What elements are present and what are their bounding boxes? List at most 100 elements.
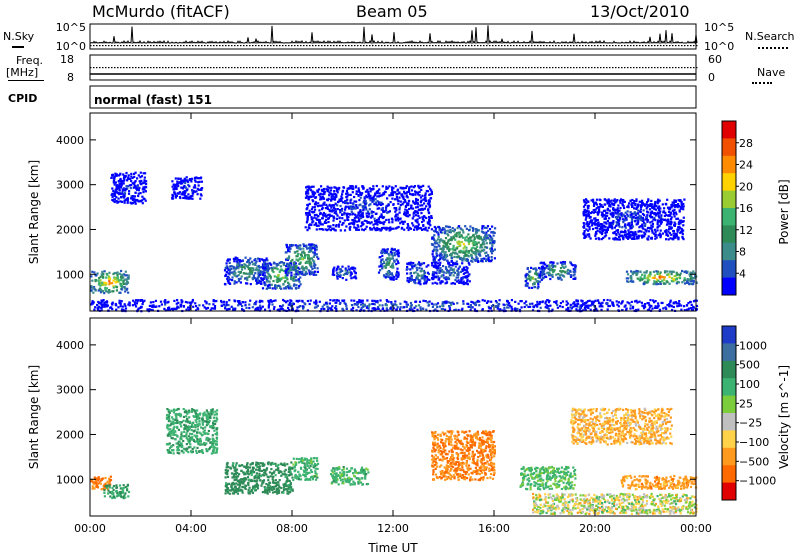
data-cell — [130, 175, 133, 178]
data-cell — [461, 307, 464, 310]
data-cell — [255, 260, 258, 263]
data-cell — [617, 215, 620, 218]
data-cell — [681, 230, 684, 233]
nsearch-point — [408, 45, 410, 47]
data-cell — [408, 190, 411, 193]
data-cell — [116, 273, 119, 276]
nave-point — [504, 67, 506, 69]
data-cell — [586, 209, 589, 212]
nave-point — [153, 67, 155, 69]
data-cell — [367, 190, 370, 194]
data-cell — [199, 197, 202, 200]
data-cell — [439, 247, 442, 250]
data-cell — [120, 183, 123, 186]
nave-point — [102, 67, 104, 69]
data-cell — [436, 249, 439, 252]
nsearch-point — [339, 45, 341, 47]
data-cell — [290, 278, 293, 281]
nsearch-point — [177, 45, 179, 47]
data-cell — [121, 286, 125, 289]
data-cell — [306, 247, 309, 250]
data-cell — [111, 192, 114, 195]
data-cell — [112, 176, 115, 179]
data-cell — [481, 243, 484, 246]
data-cell — [413, 226, 417, 229]
data-cell — [461, 269, 464, 272]
data-cell — [188, 178, 191, 182]
data-cell — [295, 284, 298, 287]
data-cell — [381, 185, 384, 188]
data-cell — [450, 272, 453, 275]
data-cell — [367, 307, 370, 310]
data-cell — [365, 306, 368, 309]
data-cell — [232, 307, 235, 310]
data-cell — [542, 276, 545, 279]
data-cell — [297, 286, 300, 289]
data-cell — [655, 306, 658, 309]
nsearch-point — [555, 45, 557, 47]
nave-point — [261, 67, 263, 69]
data-cell — [276, 274, 279, 277]
data-cell — [362, 185, 365, 188]
data-cell — [672, 278, 675, 281]
nave-point — [501, 67, 503, 69]
data-cell — [630, 300, 633, 303]
data-cell — [383, 227, 386, 230]
data-cell — [463, 257, 466, 260]
data-cell — [406, 272, 409, 275]
data-cell — [569, 261, 572, 264]
data-cell — [374, 300, 377, 303]
nsearch-point — [645, 45, 647, 47]
data-cell — [574, 265, 577, 269]
data-cell — [244, 263, 247, 266]
data-cell — [241, 308, 244, 311]
data-cell — [357, 216, 360, 219]
data-cell — [454, 265, 457, 268]
data-cell — [492, 234, 495, 237]
data-cell — [682, 229, 685, 232]
data-cell — [688, 273, 691, 276]
data-cell — [644, 233, 647, 236]
nsearch-point — [432, 45, 434, 47]
data-cell — [651, 205, 654, 208]
nsearch-point — [327, 45, 329, 47]
data-cell — [446, 244, 449, 247]
freq-tick-high: 18 — [60, 53, 74, 66]
data-cell — [475, 248, 478, 251]
data-cell — [341, 265, 344, 268]
nsearch-point — [501, 45, 503, 47]
data-cell — [415, 206, 418, 209]
data-cell — [381, 221, 384, 224]
data-cell — [541, 265, 545, 268]
data-cell — [482, 231, 485, 234]
data-cell — [454, 278, 457, 282]
data-cell — [605, 211, 608, 214]
data-cell — [591, 211, 594, 214]
data-cell — [317, 257, 320, 260]
data-cell — [366, 188, 369, 191]
data-cell — [658, 273, 661, 276]
data-cell — [444, 278, 447, 281]
data-cell — [215, 299, 218, 303]
data-cell — [670, 233, 673, 236]
data-cell — [629, 307, 632, 310]
data-cell — [478, 234, 481, 237]
data-cell — [592, 211, 595, 214]
data-cell — [257, 306, 260, 309]
nave-point — [228, 67, 230, 69]
nave-point — [573, 67, 575, 69]
data-cell — [375, 212, 378, 215]
data-cell — [350, 185, 353, 188]
data-cell — [641, 304, 644, 307]
data-cell — [656, 202, 659, 205]
data-cell — [404, 208, 407, 211]
nave-point — [486, 67, 488, 69]
data-cell — [485, 242, 488, 245]
data-cell — [492, 249, 495, 252]
data-cell — [524, 280, 528, 283]
data-cell — [122, 196, 126, 199]
data-cell — [376, 219, 379, 222]
data-cell — [456, 255, 459, 258]
nsearch-point — [675, 45, 677, 47]
data-cell — [412, 224, 415, 227]
